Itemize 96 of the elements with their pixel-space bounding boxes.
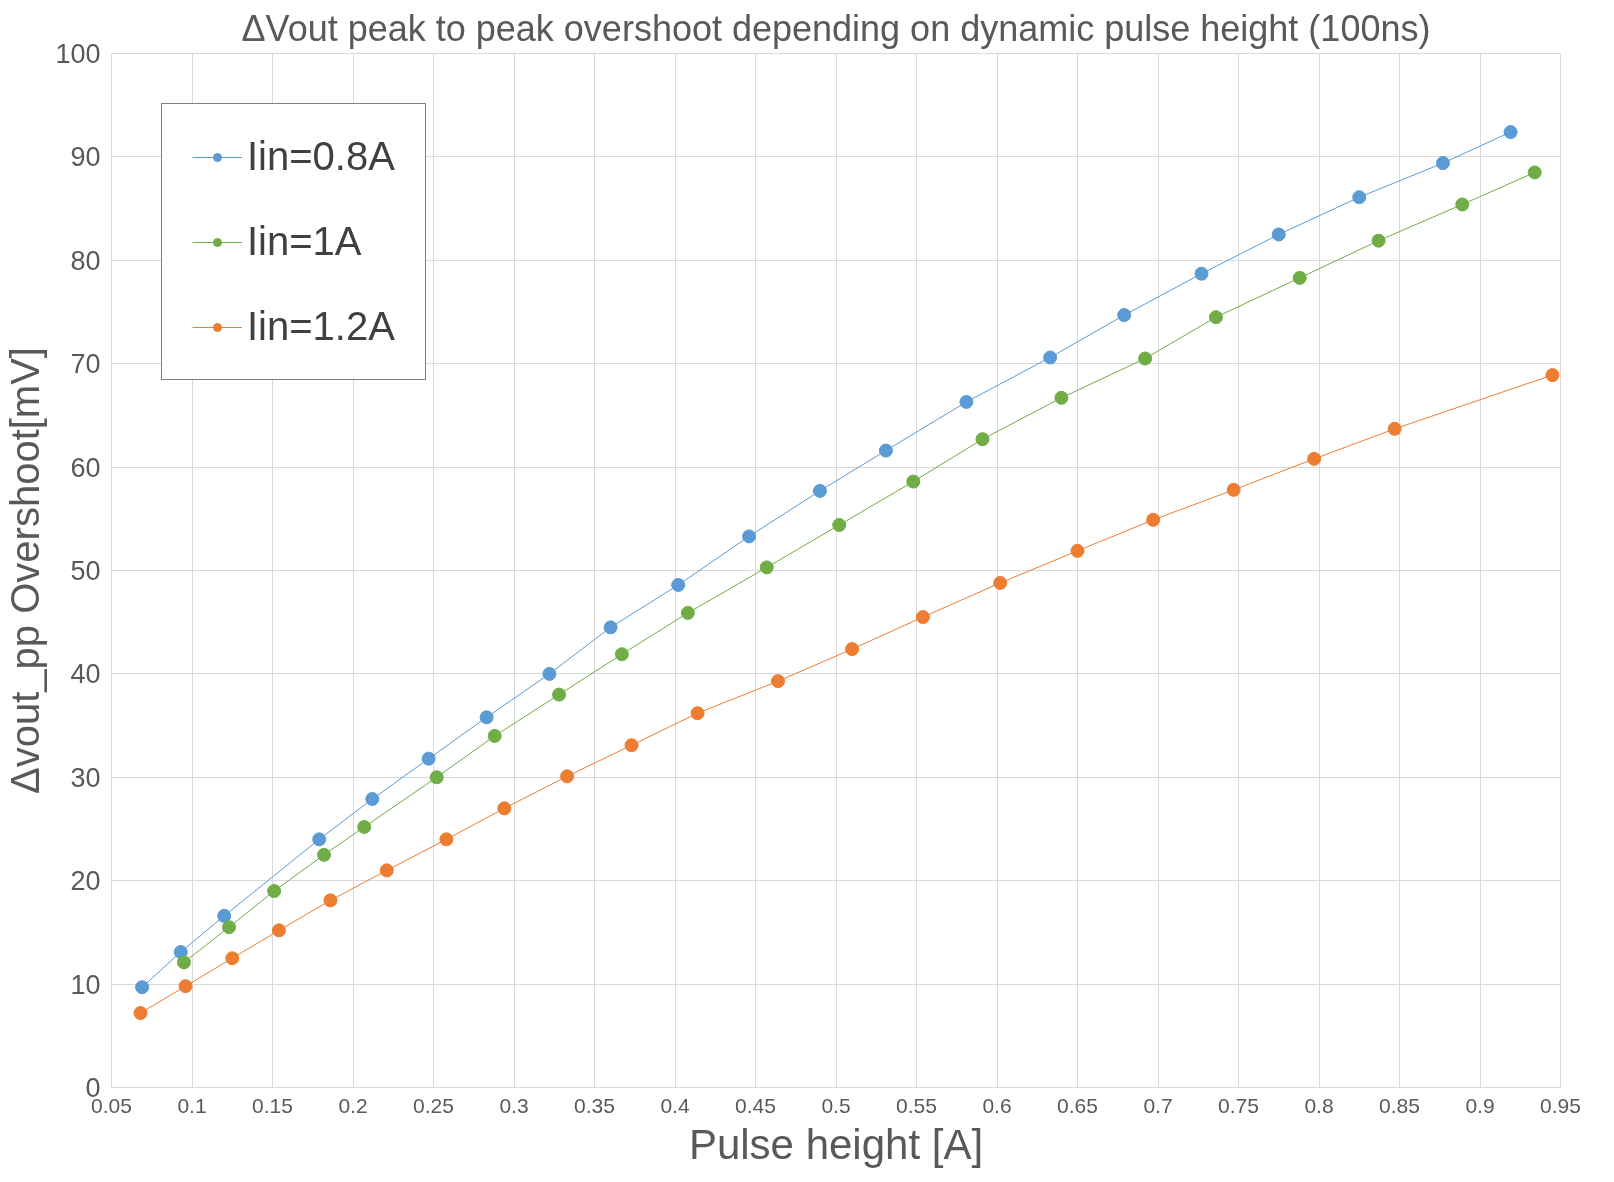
point <box>742 529 757 544</box>
point <box>975 432 990 447</box>
point <box>357 819 372 834</box>
point <box>365 792 380 806</box>
point <box>812 483 827 498</box>
point <box>832 518 847 532</box>
chart-title: ΔVout peak to peak overshoot depending on dynamic pulse height (100ns) <box>241 7 1431 49</box>
point <box>323 893 338 908</box>
y-tick-label: 100 <box>55 39 101 69</box>
point <box>614 647 629 662</box>
point <box>1292 270 1307 285</box>
point <box>178 979 193 994</box>
point <box>421 751 436 766</box>
y-tick-label: 90 <box>70 142 101 173</box>
point <box>1194 266 1209 281</box>
x-tick-label: 0.15 <box>252 1093 293 1117</box>
point <box>317 847 332 862</box>
point <box>225 951 240 966</box>
point <box>1043 350 1058 365</box>
point <box>1226 482 1241 497</box>
point <box>1146 512 1161 527</box>
point <box>1138 351 1153 366</box>
point <box>176 955 191 970</box>
x-tick-label: 0.55 <box>896 1093 937 1117</box>
x-tick-label: 0.9 <box>1465 1093 1495 1117</box>
point <box>671 577 686 592</box>
x-tick-label: 0.2 <box>338 1093 368 1117</box>
x-axis-title: Pulse height [A] <box>688 1120 984 1168</box>
point <box>135 980 150 995</box>
point <box>915 610 930 625</box>
point <box>759 560 774 575</box>
point <box>771 674 786 689</box>
point <box>1503 125 1518 140</box>
point <box>1208 310 1223 325</box>
x-tick-label: 0.6 <box>982 1093 1012 1117</box>
x-tick-label: 0.75 <box>1218 1093 1259 1117</box>
point <box>1435 156 1450 171</box>
point <box>845 642 860 657</box>
point <box>312 832 327 847</box>
y-tick-label: 30 <box>70 762 101 793</box>
x-tick-label: 0.5 <box>821 1093 851 1117</box>
point <box>429 770 444 785</box>
x-tick-label: 0.4 <box>660 1093 690 1117</box>
point <box>487 728 502 743</box>
point <box>906 474 921 489</box>
point <box>542 666 557 681</box>
x-tick-label: 0.45 <box>735 1093 776 1117</box>
x-tick-label: 0.65 <box>1057 1093 1098 1117</box>
point <box>1455 197 1470 212</box>
point <box>133 1006 148 1021</box>
point <box>690 706 705 721</box>
point <box>1352 190 1367 205</box>
point <box>1387 421 1402 436</box>
point <box>479 710 494 725</box>
point <box>271 923 286 938</box>
point <box>1545 368 1560 383</box>
point <box>1527 165 1542 180</box>
point <box>1070 543 1085 558</box>
point <box>603 620 618 635</box>
y-tick-label: 20 <box>70 866 101 897</box>
y-tick-label: 50 <box>70 556 101 586</box>
point <box>222 920 237 935</box>
point <box>379 863 394 878</box>
y-tick-label: 10 <box>70 969 101 1000</box>
x-tick-label: 0.3 <box>499 1093 529 1117</box>
point <box>1117 308 1132 323</box>
y-tick-label: 80 <box>70 245 101 276</box>
x-tick-label: 0.95 <box>1540 1093 1581 1117</box>
x-tick-label: 0.8 <box>1304 1093 1334 1117</box>
point <box>959 394 974 409</box>
x-tick-label: 0.25 <box>413 1093 454 1117</box>
x-tick-label: 0.7 <box>1143 1093 1173 1117</box>
legend-label: Iin=0.8A <box>247 134 395 179</box>
point <box>560 769 575 784</box>
y-tick-label: 60 <box>70 452 101 483</box>
point <box>1307 451 1322 466</box>
x-tick-label: 0.1 <box>177 1093 207 1117</box>
point <box>552 687 567 702</box>
point <box>1371 233 1386 248</box>
y-tick-label: 70 <box>70 349 101 380</box>
legend-label: Iin=1.2A <box>247 304 395 349</box>
point <box>217 908 232 923</box>
y-axis-title: Δvout_pp Overshoot[mV] <box>3 347 48 794</box>
point <box>497 801 512 816</box>
x-tick-label: 0.85 <box>1379 1093 1420 1117</box>
legend-label: Iin=1A <box>247 219 362 264</box>
point <box>439 832 454 847</box>
point <box>1271 227 1286 242</box>
point <box>680 605 695 620</box>
point <box>267 884 282 899</box>
point <box>624 738 639 753</box>
point <box>1054 390 1069 405</box>
point <box>993 575 1008 590</box>
point <box>878 443 893 458</box>
x-tick-label: 0.35 <box>574 1093 615 1117</box>
y-tick-label: 40 <box>70 659 101 690</box>
